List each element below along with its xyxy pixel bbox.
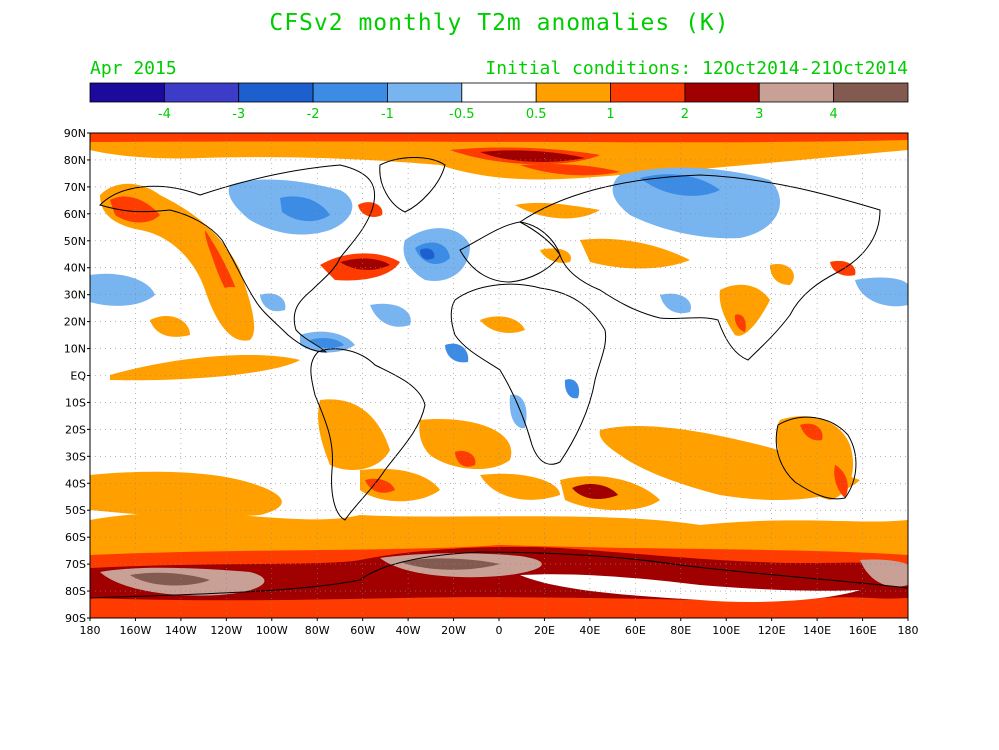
latitude-label: 10S [65, 396, 86, 409]
latitude-label: 10N [64, 343, 86, 356]
australia-outline [775, 416, 857, 500]
colorbar [89, 82, 909, 103]
latitude-label: 70S [65, 558, 86, 571]
latitude-labels: 90N 80N 70N 60N 50N 40N 30N 20N 10N EQ 10S 20S 30S 40… [64, 127, 90, 625]
latitude-label: 30S [65, 450, 86, 463]
longitude-label: 180 [898, 624, 919, 637]
colorbar-label: 3 [755, 107, 763, 122]
longitude-label: 120W [210, 624, 242, 637]
latitude-label: 20S [65, 423, 86, 436]
latitude-label: 60N [64, 208, 86, 221]
longitude-label: 160E [849, 624, 877, 637]
colorbar-label: 1 [606, 107, 614, 122]
longitude-label: 20W [441, 624, 466, 637]
colorbar-label: 4 [829, 107, 837, 122]
latitude-label: 90S [65, 612, 86, 625]
latitude-label: 50N [64, 235, 86, 248]
longitude-label: 100W [256, 624, 288, 637]
australia-warm [776, 416, 854, 500]
latitude-label: 70N [64, 181, 86, 194]
longitude-label: 60W [350, 624, 375, 637]
colorbar-label: -4 [158, 107, 171, 122]
antarctica-outline [90, 551, 908, 599]
north-america-outline [99, 164, 376, 353]
cool-anomalies [90, 167, 908, 429]
colorbar-label: -3 [232, 107, 245, 122]
valid-month-label: Apr 2015 [90, 58, 177, 79]
longitude-label: 40E [579, 624, 600, 637]
tropical-pacific-warm [110, 355, 300, 381]
ne-pacific-warm [100, 183, 255, 341]
colorbar-labels: -4 -3 -2 -1 -0.5 0.5 1 2 3 4 [158, 107, 838, 122]
colorbar-swatch [833, 82, 909, 103]
latitude-label: 60S [65, 531, 86, 544]
colorbar-swatch [312, 82, 388, 103]
north-atlantic-warm [220, 202, 400, 307]
colorbar-label: -0.5 [449, 107, 474, 122]
latitude-label: 40N [64, 262, 86, 275]
south-america-outline [310, 348, 426, 521]
colorbar-label: 2 [681, 107, 689, 122]
longitude-label: 180 [80, 624, 101, 637]
colorbar-swatch [387, 82, 463, 103]
latitude-label: 80N [64, 154, 86, 167]
longitude-label: 100E [712, 624, 740, 637]
colorbar-label: -1 [381, 107, 394, 122]
colorbar-swatch [610, 82, 686, 103]
longitude-label: 80W [305, 624, 330, 637]
greenland-outline [379, 157, 446, 213]
longitude-label: 20E [534, 624, 555, 637]
colorbar-swatch [461, 82, 537, 103]
colorbar-label: 0.5 [526, 107, 547, 122]
arctic-warm-band [90, 133, 908, 180]
africa-outline [450, 283, 607, 465]
latitude-label: 80S [65, 585, 86, 598]
longitude-label: 120E [758, 624, 786, 637]
coastlines [90, 157, 908, 599]
map-title: CFSv2 monthly T2m anomalies (K) [269, 10, 730, 36]
latitude-label: 30N [64, 289, 86, 302]
longitude-label: 60E [625, 624, 646, 637]
colorbar-swatch [238, 82, 314, 103]
longitude-label: 140E [803, 624, 831, 637]
longitude-label: 140W [165, 624, 197, 637]
latitude-label: 20N [64, 316, 86, 329]
longitude-label: 80E [670, 624, 691, 637]
map-grid [90, 133, 908, 618]
latitude-label: 50S [65, 504, 86, 517]
southern-warm-bands [90, 512, 908, 618]
longitude-label: 160W [120, 624, 152, 637]
colorbar-swatch [684, 82, 760, 103]
colorbar-swatch [163, 82, 240, 103]
colorbar-swatch [535, 82, 611, 103]
initial-conditions-label: Initial conditions: 12Oct2014-21Oct2014 [485, 58, 908, 79]
colorbar-swatch [758, 82, 835, 103]
eurasia-warm-patches [480, 202, 856, 336]
colorbar-swatch [89, 82, 165, 103]
longitude-labels: 180 160W 140W 120W 100W 80W 60W 40W 20W 0 20E 40E 60… [80, 618, 919, 637]
latitude-label: 90N [64, 127, 86, 140]
asia-outline [519, 174, 881, 361]
longitude-label: 0 [496, 624, 503, 637]
longitude-label: 40W [396, 624, 421, 637]
latitude-label: 40S [65, 477, 86, 490]
latitude-label: EQ [70, 370, 86, 383]
colorbar-label: -2 [307, 107, 320, 122]
